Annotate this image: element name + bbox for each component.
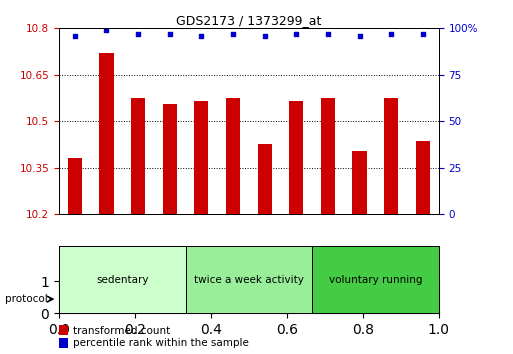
Text: GSM114623: GSM114623 [228, 258, 238, 304]
Text: protocol: protocol [5, 294, 48, 304]
Bar [312, 246, 439, 313]
Bar [68, 158, 82, 214]
Bar [194, 101, 208, 214]
Bar [289, 101, 303, 214]
Point [102, 27, 110, 33]
Point [134, 31, 142, 37]
Point [387, 31, 395, 37]
Bar [100, 53, 113, 214]
Text: GSM114628: GSM114628 [133, 258, 143, 304]
Bar [384, 98, 398, 214]
Point [71, 33, 79, 39]
Text: transformed count: transformed count [73, 326, 171, 336]
Point [419, 31, 427, 37]
Bar [163, 104, 177, 214]
Text: GSM114619: GSM114619 [355, 258, 364, 304]
Bar [258, 144, 272, 214]
Point [166, 31, 174, 37]
Bar [186, 246, 312, 313]
Point [324, 31, 332, 37]
Bar [226, 98, 240, 214]
Text: sedentary: sedentary [96, 275, 149, 285]
Bar [59, 246, 186, 313]
Text: percentile rank within the sample: percentile rank within the sample [73, 338, 249, 348]
Bar [321, 98, 335, 214]
Bar [416, 141, 430, 214]
Point [229, 31, 237, 37]
Text: GSM114620: GSM114620 [387, 258, 396, 304]
Text: GSM114625: GSM114625 [292, 258, 301, 304]
Text: GSM114627: GSM114627 [102, 258, 111, 304]
Point [197, 33, 205, 39]
Point [261, 33, 269, 39]
Point [356, 33, 364, 39]
Bar [131, 98, 145, 214]
Text: GSM114629: GSM114629 [165, 258, 174, 304]
Title: GDS2173 / 1373299_at: GDS2173 / 1373299_at [176, 14, 322, 27]
Text: GSM114618: GSM114618 [323, 258, 332, 304]
Text: voluntary running: voluntary running [329, 275, 422, 285]
Bar [352, 151, 367, 214]
Text: twice a week activity: twice a week activity [194, 275, 304, 285]
Text: GSM114626: GSM114626 [70, 258, 80, 304]
Text: GSM114622: GSM114622 [197, 258, 206, 304]
Text: GSM114621: GSM114621 [418, 258, 427, 304]
Text: GSM114624: GSM114624 [260, 258, 269, 304]
Point [292, 31, 300, 37]
